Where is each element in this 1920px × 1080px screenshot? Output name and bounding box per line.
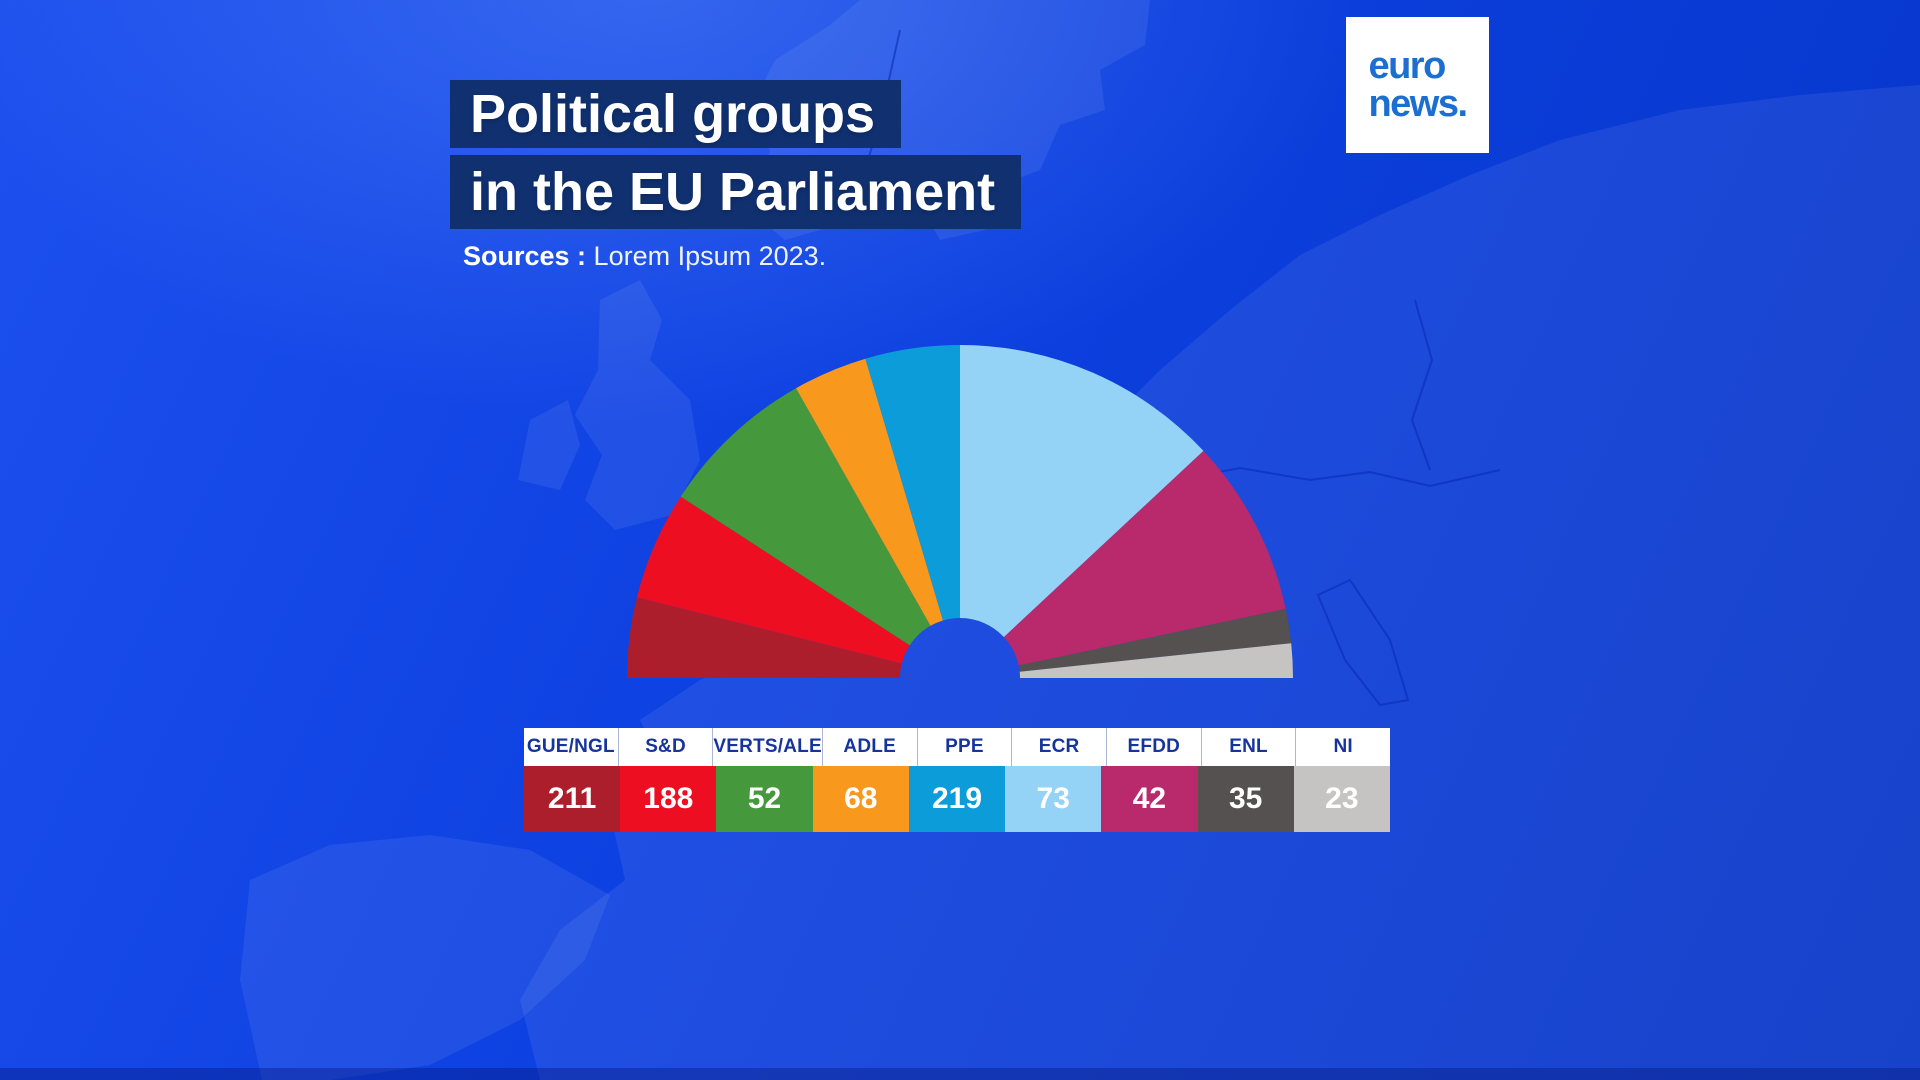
- legend-value-adle: 68: [812, 766, 909, 832]
- chart-segment-adle: [796, 358, 943, 626]
- sources-label: Sources :: [463, 241, 587, 271]
- legend-header-ppe: PPE: [918, 728, 1013, 766]
- euronews-logo: euro news.: [1346, 17, 1489, 153]
- map-border-line: [1410, 299, 1434, 471]
- legend-header-gue-ngl: GUE/NGL: [524, 728, 619, 766]
- page-title-line1: Political groups: [450, 80, 902, 148]
- legend-value-ecr: 73: [1005, 766, 1102, 832]
- chart-segment-s-d: [636, 496, 910, 664]
- legend-header-row: GUE/NGL S&D VERTS/ALE ADLE PPE ECR EFDD ENL NI: [524, 728, 1390, 766]
- page-title-line2: in the EU Parliament: [450, 155, 1022, 229]
- bottom-edge-shade: [0, 1068, 1920, 1080]
- legend-values-row: 211 188 52 68 219 73 42 35 23: [524, 766, 1390, 832]
- chart-segment-gue-ngl: [627, 597, 902, 678]
- legend-header-ni: NI: [1333, 736, 1353, 757]
- legend-header-verts-ale: VERTS/ALE: [713, 728, 823, 766]
- legend-value-ni: 23: [1293, 766, 1390, 832]
- chart-segment-ppe: [865, 345, 960, 621]
- legend-value-ppe: 219: [908, 766, 1006, 832]
- legend-value-verts-ale: 52: [716, 766, 813, 832]
- legend-header-adle: ADLE: [823, 728, 918, 766]
- chart-segment-efdd: [1003, 450, 1286, 666]
- logo-line-news: news.: [1368, 83, 1468, 125]
- sources-text: Lorem Ipsum 2023.: [586, 241, 827, 271]
- legend-value-gue-ngl: 211: [524, 766, 621, 832]
- chart-segment-ni: [1019, 643, 1293, 678]
- legend-value-enl: 35: [1197, 766, 1294, 832]
- chart-segment-verts-ale: [680, 388, 931, 646]
- map-landmass-britain: [575, 280, 700, 530]
- legend-value-s-d: 188: [620, 766, 717, 832]
- map-landmass-iberia: [240, 835, 610, 1080]
- sources-note: Sources : Lorem Ipsum 2023.: [463, 241, 826, 272]
- chart-segment-enl: [1018, 608, 1292, 672]
- legend-value-efdd: 42: [1101, 766, 1198, 832]
- map-border-line: [1316, 578, 1410, 707]
- map-border-line: [1174, 466, 1501, 488]
- logo-line-euro: euro: [1368, 45, 1446, 87]
- map-landmass-ireland: [518, 400, 580, 490]
- euronews-wordmark: euro news.: [1368, 45, 1468, 125]
- legend-header-efdd: EFDD: [1107, 728, 1202, 766]
- legend-header-enl: ENL: [1202, 728, 1297, 766]
- legend-header-ecr: ECR: [1012, 728, 1107, 766]
- chart-segment-ecr: [960, 345, 1204, 638]
- title-block: Political groups in the EU Parliament: [450, 80, 1022, 229]
- legend-header-s-d: S&D: [619, 728, 714, 766]
- legend-table: GUE/NGL S&D VERTS/ALE ADLE PPE ECR EFDD ENL NI 2…: [524, 728, 1390, 832]
